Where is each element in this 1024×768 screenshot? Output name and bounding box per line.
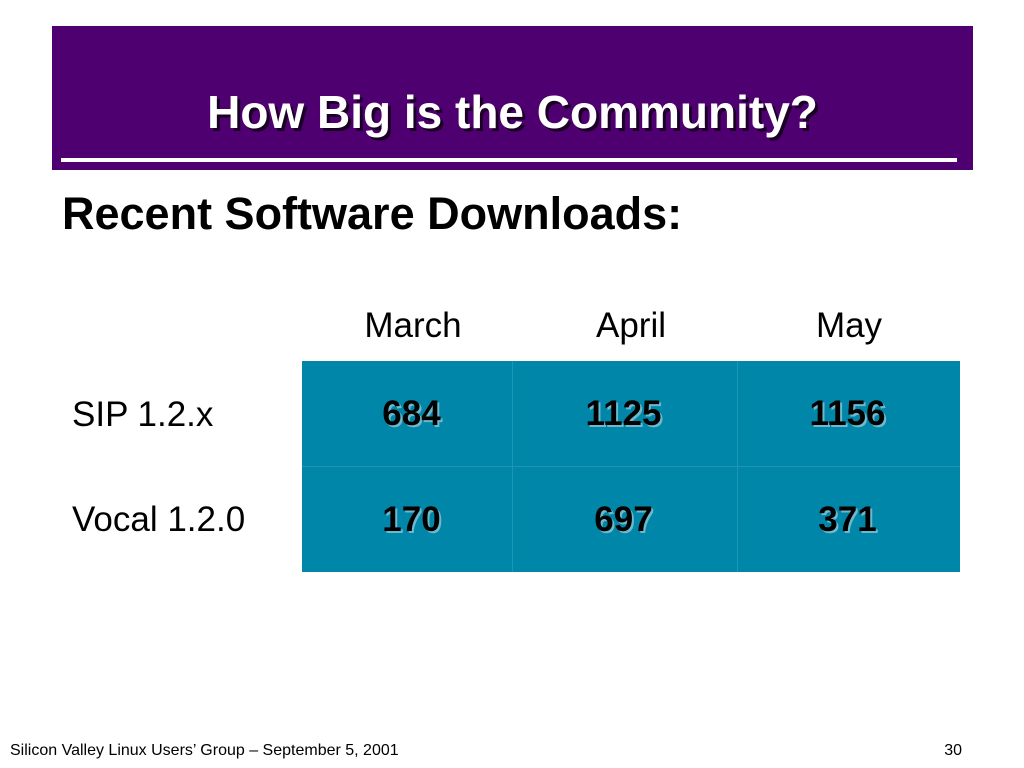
title-underline xyxy=(61,158,957,162)
page-number: 30 xyxy=(944,742,962,759)
title-banner: How Big is the Community? xyxy=(52,26,973,170)
footer-text: Silicon Valley Linux Users’ Group – Sept… xyxy=(10,742,399,759)
column-header-may: May xyxy=(815,306,883,345)
table-cell-vocal-april: 697 xyxy=(594,499,653,539)
slide-title: How Big is the Community? xyxy=(207,86,818,138)
row-divider xyxy=(302,466,960,467)
row-label-sip: SIP 1.2.x xyxy=(72,395,214,434)
column-header-march: March xyxy=(364,306,462,345)
slide-subtitle: Recent Software Downloads: xyxy=(62,188,683,239)
column-header-april: April xyxy=(595,306,667,345)
table-cell-vocal-may: 371 xyxy=(818,499,877,539)
table-cell-sip-march: 684 xyxy=(382,393,441,433)
table-cell-sip-may: 1156 xyxy=(809,393,886,433)
table-cell-vocal-march: 170 xyxy=(382,499,441,539)
row-label-vocal: Vocal 1.2.0 xyxy=(72,500,246,539)
table-cell-sip-april: 1125 xyxy=(585,393,662,433)
downloads-table: 684 1125 1156 170 697 371 xyxy=(302,361,960,572)
